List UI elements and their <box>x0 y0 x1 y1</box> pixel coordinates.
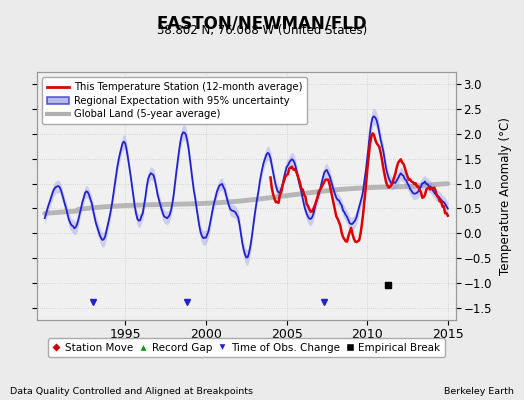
Text: Berkeley Earth: Berkeley Earth <box>444 387 514 396</box>
Text: 38.802 N, 76.068 W (United States): 38.802 N, 76.068 W (United States) <box>157 24 367 37</box>
Legend: Station Move, Record Gap, Time of Obs. Change, Empirical Break: Station Move, Record Gap, Time of Obs. C… <box>48 338 445 357</box>
Text: EASTON/NEWMAN/FLD: EASTON/NEWMAN/FLD <box>157 14 367 32</box>
Legend: This Temperature Station (12-month average), Regional Expectation with 95% uncer: This Temperature Station (12-month avera… <box>42 77 307 124</box>
Y-axis label: Temperature Anomaly (°C): Temperature Anomaly (°C) <box>499 117 512 275</box>
Text: Data Quality Controlled and Aligned at Breakpoints: Data Quality Controlled and Aligned at B… <box>10 387 254 396</box>
